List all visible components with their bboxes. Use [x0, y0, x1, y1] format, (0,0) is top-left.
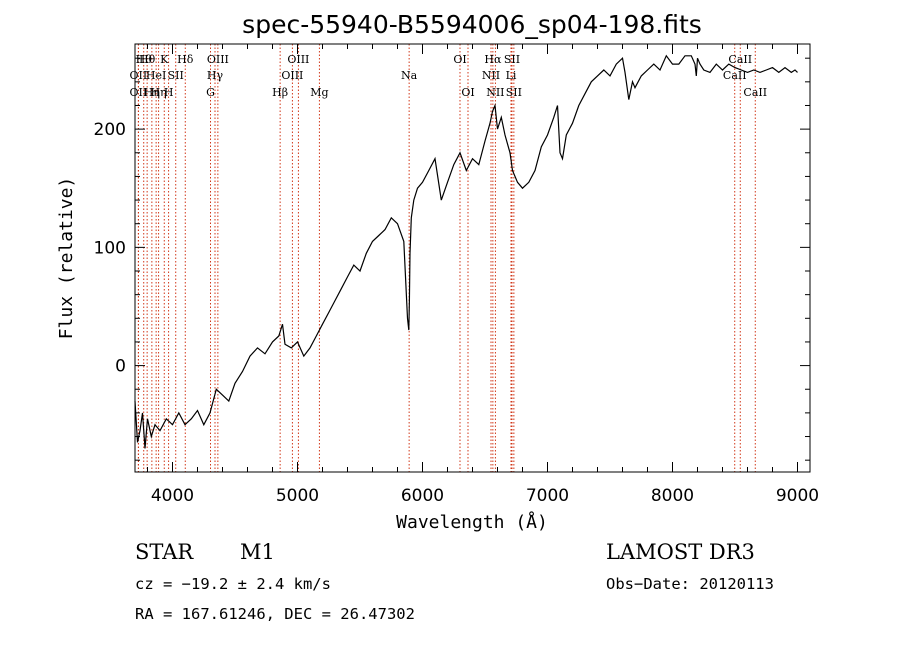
- x-tick-label: 4000: [151, 486, 194, 506]
- x-tick-label: 7000: [526, 486, 569, 506]
- chart-title: spec-55940-B5594006_sp04-198.fits: [242, 10, 702, 39]
- x-tick-label: 6000: [401, 486, 444, 506]
- marker-label-11: G: [206, 86, 215, 99]
- sky-coordinates: RA = 167.61246, DEC = 26.47302: [135, 605, 415, 623]
- marker-label-0: OII: [130, 69, 148, 82]
- object-class: STAR: [135, 540, 194, 564]
- y-tick-label: 100: [94, 238, 126, 258]
- y-axis-ticks: 0 100 200: [94, 57, 810, 461]
- marker-label-23: NII: [486, 86, 504, 99]
- y-axis-label: Flux (relative): [56, 177, 77, 340]
- x-axis-label: Wavelength (Å): [396, 511, 548, 533]
- marker-label-18: Na: [401, 69, 418, 82]
- object-subclass: M1: [240, 540, 275, 564]
- marker-label-24: Li: [506, 69, 517, 82]
- y-tick-label: 200: [94, 120, 126, 140]
- marker-label-7: K: [160, 53, 169, 66]
- marker-label-5: HeI: [146, 69, 166, 82]
- marker-label-2: Hθ: [136, 53, 153, 66]
- marker-label-3: Hθ: [139, 53, 156, 66]
- plot-frame: [134, 43, 811, 473]
- marker-label-27: CaII: [723, 69, 747, 82]
- x-tick-label: 5000: [276, 486, 319, 506]
- marker-label-19: OI: [453, 53, 466, 66]
- line-marker-labels: OIIOIIHθHθHηHeIHηKHSIIHδGHγOIIIHβOIIIOII…: [130, 53, 768, 99]
- x-tick-label: 9000: [776, 486, 819, 506]
- marker-label-20: OI: [461, 86, 474, 99]
- marker-label-10: Hδ: [177, 53, 194, 66]
- marker-label-22: Hα: [484, 53, 502, 66]
- marker-label-28: CaII: [728, 53, 752, 66]
- marker-label-21: NII: [482, 69, 500, 82]
- x-axis-ticks: 4000 5000 6000 7000 8000 9000: [147, 44, 819, 506]
- redshift-velocity: cz = −19.2 ± 2.4 km/s: [135, 575, 331, 593]
- marker-label-29: CaII: [743, 86, 767, 99]
- marker-label-16: OIII: [287, 53, 309, 66]
- marker-label-9: SII: [168, 69, 184, 82]
- marker-label-1: OII: [130, 86, 148, 99]
- marker-label-8: H: [164, 86, 174, 99]
- marker-label-17: Mg: [310, 86, 328, 99]
- marker-label-6: Hη: [151, 86, 167, 99]
- survey-name: LAMOST DR3: [606, 540, 755, 564]
- observation-date: Obs−Date: 20120113: [606, 575, 774, 593]
- marker-label-14: Hβ: [272, 86, 288, 99]
- spectrum-line: [134, 54, 798, 449]
- y-tick-label: 0: [115, 357, 126, 377]
- marker-label-15: OIII: [281, 69, 303, 82]
- marker-label-26: SII: [506, 86, 522, 99]
- marker-label-13: OIII: [207, 53, 229, 66]
- x-tick-label: 8000: [651, 486, 694, 506]
- line-markers: [137, 44, 756, 472]
- marker-label-4: Hη: [144, 86, 160, 99]
- marker-label-12: Hγ: [207, 69, 224, 82]
- marker-label-25: SII: [504, 53, 520, 66]
